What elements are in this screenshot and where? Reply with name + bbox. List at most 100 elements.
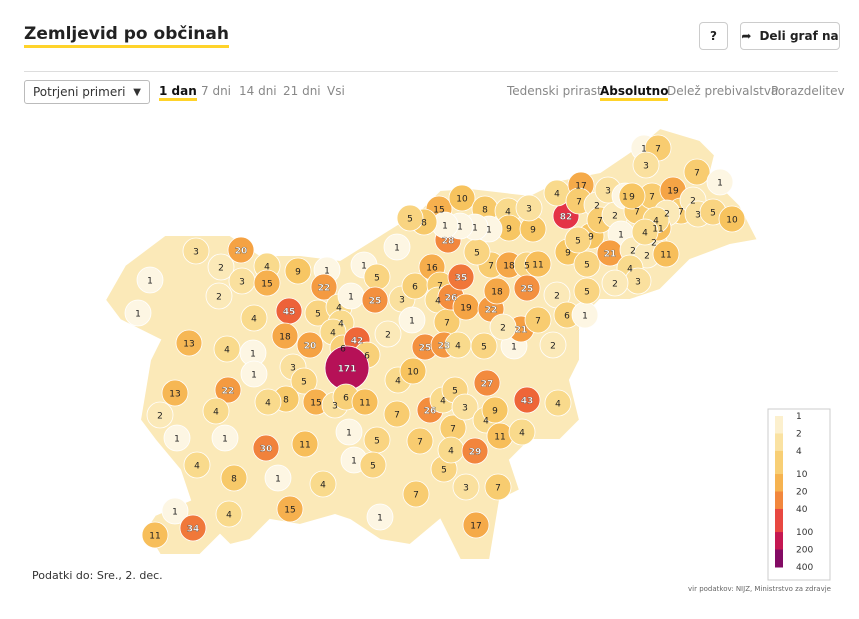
municipality (470, 332, 498, 360)
municipality-label: 1 (361, 262, 367, 272)
municipality-label: 1 (172, 508, 178, 518)
municipality (215, 500, 243, 528)
municipality-label: 3 (643, 162, 649, 172)
municipality (406, 427, 434, 455)
municipality-label: 4 (455, 342, 461, 352)
municipality-label: 9 (629, 193, 635, 203)
municipality (359, 451, 387, 479)
period-tab[interactable]: Vsi (327, 84, 345, 98)
share-label: Deli graf na (759, 29, 839, 43)
footer-source: vir podatkov: NIJZ, Ministrstvo za zdrav… (688, 585, 831, 593)
municipality-label: 7 (488, 262, 494, 272)
municipality-label: 4 (194, 462, 200, 472)
municipality (205, 282, 233, 310)
municipality (227, 236, 255, 264)
municipality-label: 21 (515, 326, 528, 336)
municipality (383, 400, 411, 428)
municipality (207, 253, 235, 281)
municipality (220, 464, 248, 492)
municipality-label: 1 (409, 317, 415, 327)
municipality-label: 4 (395, 377, 401, 387)
municipality-label: 5 (474, 249, 480, 259)
period-tab[interactable]: 7 dni (201, 84, 232, 98)
municipality-label: 2 (218, 264, 224, 274)
municipality-label: 1 (618, 231, 624, 241)
municipality-label: 6 (343, 394, 349, 404)
municipality-label: 10 (726, 216, 738, 226)
municipality (290, 367, 318, 395)
municipality (264, 464, 292, 492)
municipality-label: 6 (564, 312, 570, 322)
help-button[interactable]: ? (699, 22, 728, 50)
municipality-label: 2 (594, 202, 600, 212)
municipality (513, 386, 541, 414)
view-tab[interactable]: Absolutno (600, 84, 669, 101)
municipality-label: 1 (351, 457, 357, 467)
municipality (211, 424, 239, 452)
municipality-label: 1 (251, 371, 257, 381)
municipality-label: 26 (424, 407, 437, 417)
legend-swatch (775, 416, 783, 434)
municipality (276, 495, 304, 523)
municipality-label: 3 (605, 187, 611, 197)
share-button[interactable]: ➦ Deli graf na (740, 22, 840, 50)
municipality (141, 521, 169, 549)
municipality (383, 233, 411, 261)
municipality-label: 5 (575, 237, 581, 247)
municipality (124, 299, 152, 327)
legend-label: 400 (796, 563, 813, 573)
municipality-label: 27 (481, 380, 494, 390)
municipality-label: 11 (660, 251, 671, 261)
view-tab[interactable]: Tedenski prirast (507, 84, 602, 98)
period-tab[interactable]: 14 dni (239, 84, 277, 98)
municipality (396, 204, 424, 232)
share-icon: ➦ (741, 29, 752, 43)
municipality-label: 3 (526, 205, 532, 215)
municipality (718, 205, 746, 233)
municipality-label: 20 (235, 247, 248, 257)
view-tab[interactable]: Delež prebivalstva (667, 84, 779, 98)
municipality (573, 250, 601, 278)
municipality-label: 2 (500, 324, 506, 334)
municipality-label: 4 (264, 263, 270, 273)
dropdown[interactable]: Potrjeni primeri ▼ (24, 80, 150, 104)
legend-label: 1 (796, 412, 802, 422)
municipality-label: 15 (284, 506, 295, 516)
municipality-label: 7 (495, 484, 501, 494)
municipality-label: 4 (336, 304, 342, 314)
municipality-label: 25 (521, 285, 534, 295)
municipality (366, 503, 394, 531)
period-tab[interactable]: 1 dan (159, 84, 197, 101)
divider (24, 71, 838, 72)
municipality (398, 306, 426, 334)
period-tab[interactable]: 21 dni (283, 84, 321, 98)
municipality (618, 182, 646, 210)
municipality-label: 29 (469, 448, 482, 458)
municipality-label: 7 (678, 208, 684, 218)
municipality-label: 15 (261, 280, 272, 290)
municipality (253, 269, 281, 297)
municipality (452, 473, 480, 501)
municipality (513, 274, 541, 302)
municipality-label: 4 (213, 408, 219, 418)
municipality-label: 1 (348, 293, 354, 303)
municipality-label: 9 (565, 249, 571, 259)
view-tab[interactable]: Porazdelitev (771, 84, 845, 98)
municipality-label: 7 (694, 169, 700, 179)
municipality-label: 9 (530, 226, 536, 236)
municipality-label: 45 (283, 308, 296, 318)
municipality-label: 5 (584, 261, 590, 271)
municipality-label: 4 (519, 429, 525, 439)
municipality-label: 20 (304, 342, 317, 352)
chevron: ▼ (133, 86, 141, 98)
municipality-label: 26 (445, 294, 458, 304)
municipality (524, 306, 552, 334)
municipality-label: 1 (486, 226, 492, 236)
municipality (462, 511, 490, 539)
title: Zemljevid po občinah (24, 24, 229, 48)
municipality (163, 424, 191, 452)
municipality-label: 11 (359, 399, 370, 409)
municipality-label: 4 (320, 481, 326, 491)
